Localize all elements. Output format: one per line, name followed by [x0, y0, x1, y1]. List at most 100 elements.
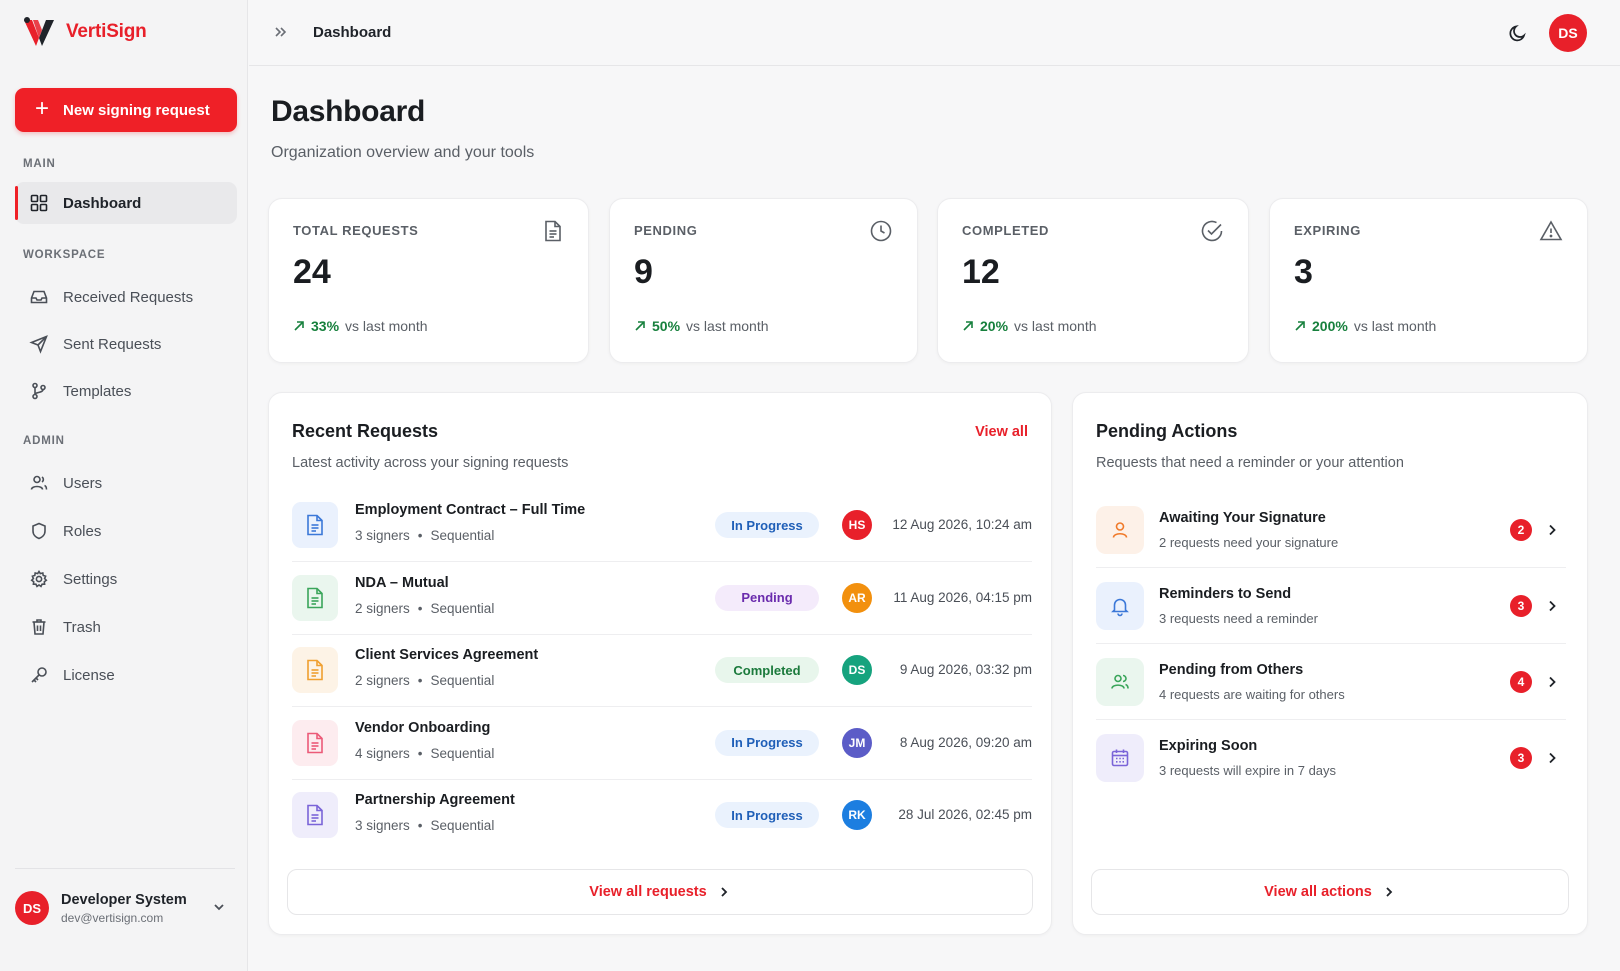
stat-trend: 50% vs last month	[634, 318, 769, 334]
recent-requests-card: Recent Requests Latest activity across y…	[268, 392, 1052, 935]
pending-action-item[interactable]: Expiring Soon 3 requests will expire in …	[1096, 720, 1566, 796]
check-circle-icon	[1201, 220, 1223, 242]
count-badge: 3	[1510, 595, 1532, 617]
request-name: Employment Contract – Full Time	[355, 502, 586, 518]
stat-trend-percent: 33%	[311, 318, 340, 334]
action-tile	[1096, 582, 1144, 630]
sidebar-item-label: Roles	[63, 522, 102, 540]
view-all-requests-label: View all requests	[589, 884, 707, 900]
card-subtitle: Latest activity across your signing requ…	[292, 455, 569, 471]
view-all-requests-button[interactable]: View all requests	[287, 869, 1033, 915]
card-title: Pending Actions	[1096, 421, 1238, 441]
user-icon	[1112, 522, 1128, 538]
moon-icon[interactable]	[1507, 22, 1529, 44]
action-description: 4 requests are waiting for others	[1159, 687, 1345, 702]
sidebar-divider	[15, 868, 235, 869]
request-date: 12 Aug 2026, 10:24 am	[892, 517, 1032, 532]
request-meta: 4 signers • Sequential	[355, 746, 494, 761]
sidebar-item-received-requests[interactable]: Received Requests	[15, 276, 237, 318]
sidebar-item-roles[interactable]: Roles	[15, 510, 237, 552]
request-signers: 2 signers	[355, 600, 410, 616]
chevron-right-icon	[721, 887, 727, 897]
stat-card-pending[interactable]: PENDING 9 50% vs last month	[609, 198, 918, 363]
chevron-right-icon[interactable]	[1544, 522, 1560, 538]
request-meta: 3 signers • Sequential	[355, 528, 494, 543]
chevron-right-icon[interactable]	[1544, 750, 1560, 766]
users-icon	[1111, 674, 1129, 689]
view-all-actions-button[interactable]: View all actions	[1091, 869, 1569, 915]
request-meta: 3 signers • Sequential	[355, 818, 494, 833]
pending-action-item[interactable]: Pending from Others 4 requests are waiti…	[1096, 644, 1566, 720]
status-badge: In Progress	[715, 729, 819, 756]
send-icon	[29, 335, 48, 354]
sidebar-item-templates[interactable]: Templates	[15, 370, 237, 412]
sidebar-item-users[interactable]: Users	[15, 462, 237, 504]
action-description: 3 requests need a reminder	[1159, 611, 1318, 626]
view-all-actions-label: View all actions	[1264, 884, 1372, 900]
chevron-right-icon[interactable]	[1544, 674, 1560, 690]
user-email: dev@vertisign.com	[61, 910, 164, 925]
request-name: Partnership Agreement	[355, 792, 515, 808]
pending-actions-card: Pending Actions Requests that need a rem…	[1072, 392, 1588, 935]
sidebar-item-sent-requests[interactable]: Sent Requests	[15, 323, 237, 365]
action-name: Pending from Others	[1159, 662, 1304, 678]
trash-icon	[32, 619, 46, 635]
stat-value: 24	[293, 253, 331, 291]
table-row[interactable]: NDA – Mutual 2 signers • Sequential Pendin…	[292, 563, 1032, 635]
pending-action-item[interactable]: Awaiting Your Signature 2 requests need …	[1096, 492, 1566, 568]
stat-value: 12	[962, 253, 1000, 291]
pending-action-item[interactable]: Reminders to Send 3 requests need a remi…	[1096, 568, 1566, 644]
sidebar-item-trash[interactable]: Trash	[15, 606, 237, 648]
action-name: Expiring Soon	[1159, 738, 1258, 754]
sidebar-item-label: License	[63, 666, 115, 684]
request-signers: 3 signers	[355, 818, 410, 833]
sidebar-item-label: Templates	[63, 382, 132, 400]
branch-icon	[32, 382, 46, 400]
document-tile	[292, 502, 338, 548]
request-signers: 2 signers	[355, 673, 410, 688]
request-date: 8 Aug 2026, 09:20 am	[899, 734, 1032, 750]
sidebar-item-settings[interactable]: Settings	[15, 558, 237, 600]
new-signing-request-button[interactable]: + New signing request	[15, 88, 237, 132]
table-row[interactable]: Client Services Agreement 2 signers • Sequ…	[292, 635, 1032, 707]
request-mode: Sequential	[430, 818, 495, 833]
page-subtitle: Organization overview and your tools	[271, 144, 535, 161]
user-name: Developer System	[61, 891, 187, 908]
request-date: 11 Aug 2026, 04:15 pm	[893, 589, 1032, 605]
chevron-right-icon	[1386, 887, 1393, 897]
sidebar-item-label: Received Requests	[63, 288, 194, 306]
avatar: JM	[842, 727, 872, 758]
table-row[interactable]: Partnership Agreement 3 signers • Sequenti…	[292, 780, 1032, 852]
sidebar-item-license[interactable]: License	[15, 654, 237, 696]
view-all-link[interactable]: View all	[975, 424, 1028, 440]
chevrons-right-icon[interactable]	[273, 24, 289, 40]
request-meta: 2 signers • Sequential	[355, 673, 494, 688]
sidebar-item-label: Settings	[63, 570, 118, 588]
card-subtitle: Requests that need a reminder or your at…	[1096, 455, 1404, 471]
avatar: DS	[842, 655, 872, 685]
grid-icon	[30, 194, 48, 212]
document-icon	[545, 220, 561, 242]
user-menu[interactable]: DS Developer System dev@vertisign.com	[15, 886, 237, 930]
sidebar-item-dashboard[interactable]: Dashboard	[15, 182, 237, 224]
stat-trend-suffix: vs last month	[1353, 318, 1437, 334]
chevron-right-icon[interactable]	[1544, 598, 1560, 614]
stat-card-total-requests[interactable]: TOTAL REQUESTS 24 33% vs last month	[268, 198, 589, 363]
document-tile	[292, 647, 338, 693]
app-logo[interactable]: VertiSign	[22, 16, 147, 48]
section-label-workspace: WORKSPACE	[23, 249, 106, 261]
trend-up-icon	[294, 321, 304, 331]
request-mode: Sequential	[430, 600, 495, 616]
sidebar: VertiSign + New signing request MAIN Das…	[0, 0, 248, 971]
status-badge: Completed	[715, 657, 819, 683]
card-title: Recent Requests	[292, 421, 439, 441]
table-row[interactable]: Vendor Onboarding 4 signers • Sequential I…	[292, 708, 1032, 780]
request-meta: 2 signers • Sequential	[355, 601, 494, 616]
stat-card-expiring[interactable]: EXPIRING 3 200% vs last month	[1269, 198, 1588, 363]
header-avatar[interactable]: DS	[1549, 14, 1587, 52]
stat-label: PENDING	[634, 223, 698, 238]
status-badge: In Progress	[715, 512, 819, 538]
chevron-down-icon[interactable]	[211, 899, 227, 915]
table-row[interactable]: Employment Contract – Full Time 3 signer…	[292, 490, 1032, 562]
stat-card-completed[interactable]: COMPLETED 12 20% vs last month	[937, 198, 1249, 363]
